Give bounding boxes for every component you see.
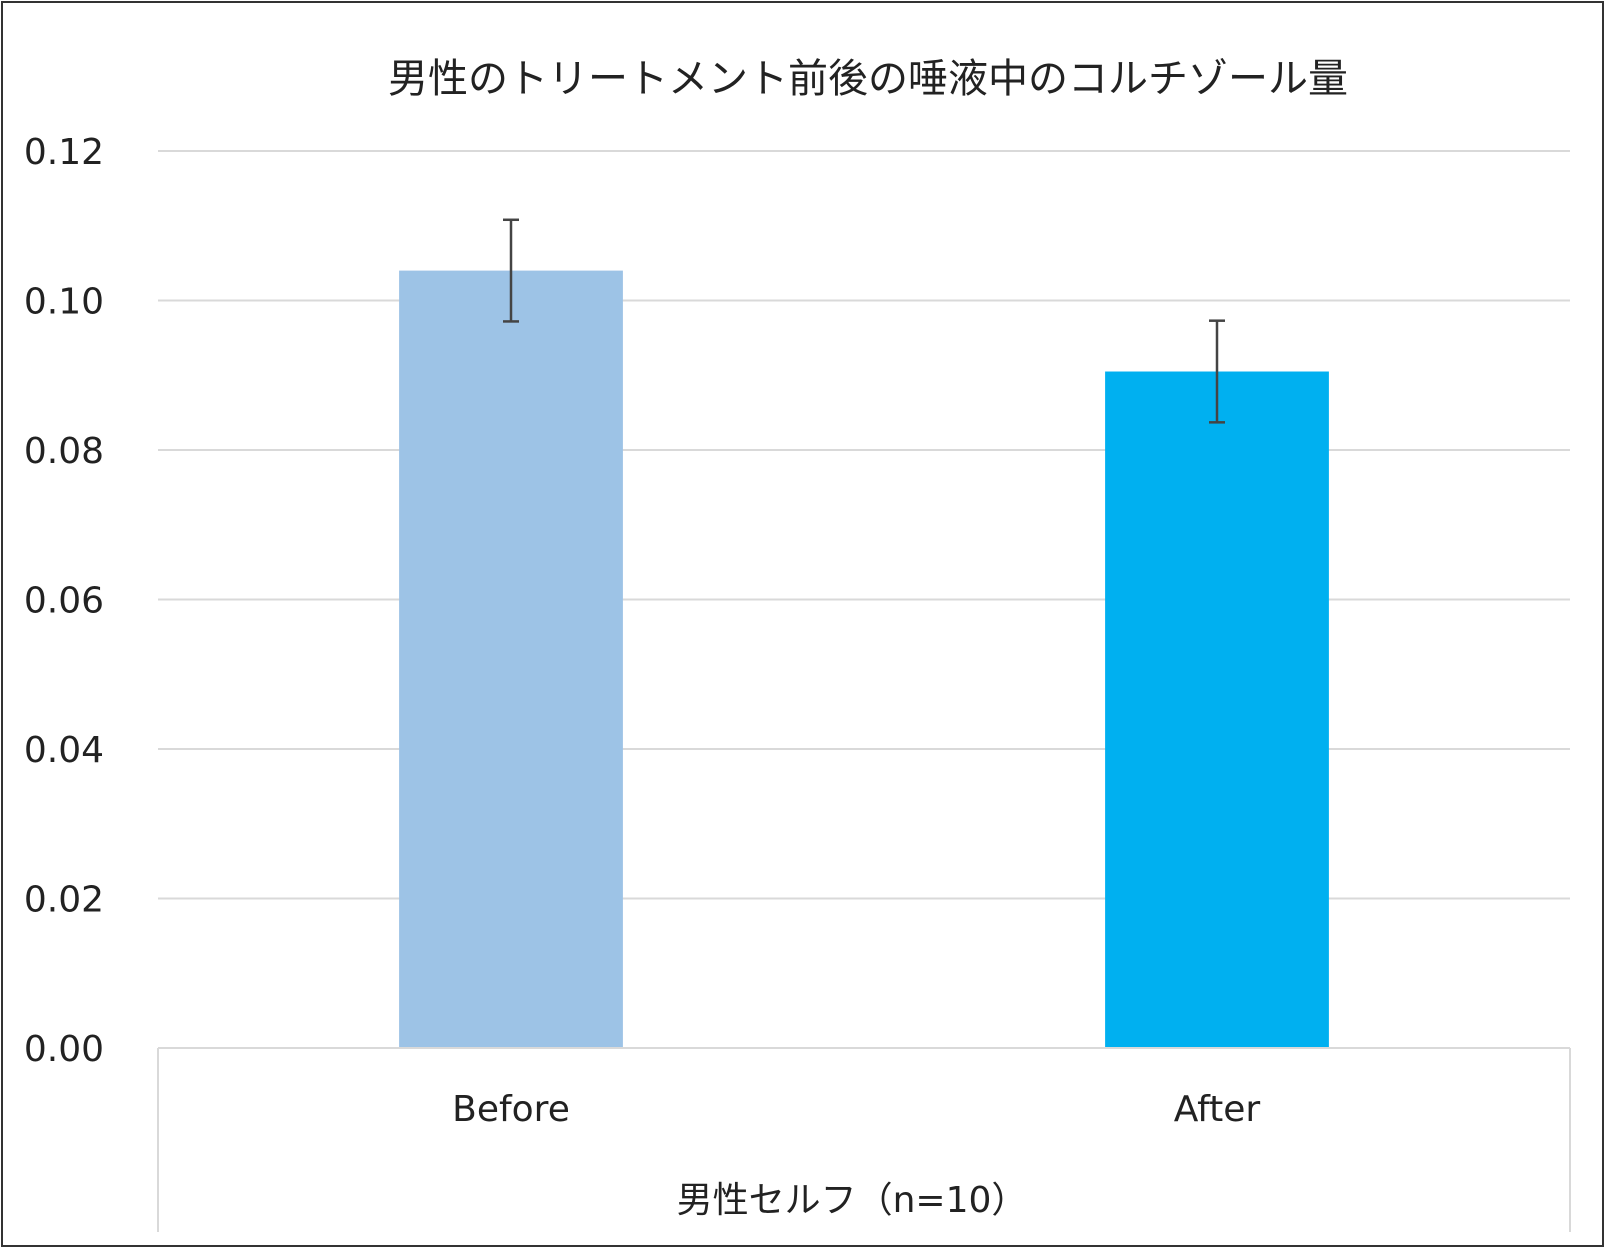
x-axis-box <box>157 1047 1571 1232</box>
x-tick-label: After <box>1174 1089 1261 1130</box>
y-tick-label: 0.08 <box>24 431 104 472</box>
y-tick-label: 0.00 <box>24 1029 104 1070</box>
x-axis-group-label: 男性セルフ（n=10） <box>677 1180 1028 1221</box>
grid-lines <box>158 150 1570 900</box>
chart-title: 男性のトリートメント前後の唾液中のコルチゾール量 <box>388 56 1348 102</box>
x-axis-ticks: Before After <box>452 1089 1260 1130</box>
bar-after <box>1105 371 1329 1048</box>
y-tick-label: 0.06 <box>24 581 104 622</box>
bar-before <box>399 270 623 1049</box>
y-tick-label: 0.04 <box>24 730 104 771</box>
y-axis-ticks: 0.00 0.02 0.04 0.06 0.08 0.10 0.12 <box>24 132 104 1070</box>
y-tick-label: 0.02 <box>24 880 104 921</box>
y-tick-label: 0.12 <box>24 132 104 173</box>
y-tick-label: 0.10 <box>24 282 104 323</box>
error-bars <box>503 218 1225 424</box>
bars <box>399 270 1329 1049</box>
x-tick-label: Before <box>452 1089 570 1130</box>
